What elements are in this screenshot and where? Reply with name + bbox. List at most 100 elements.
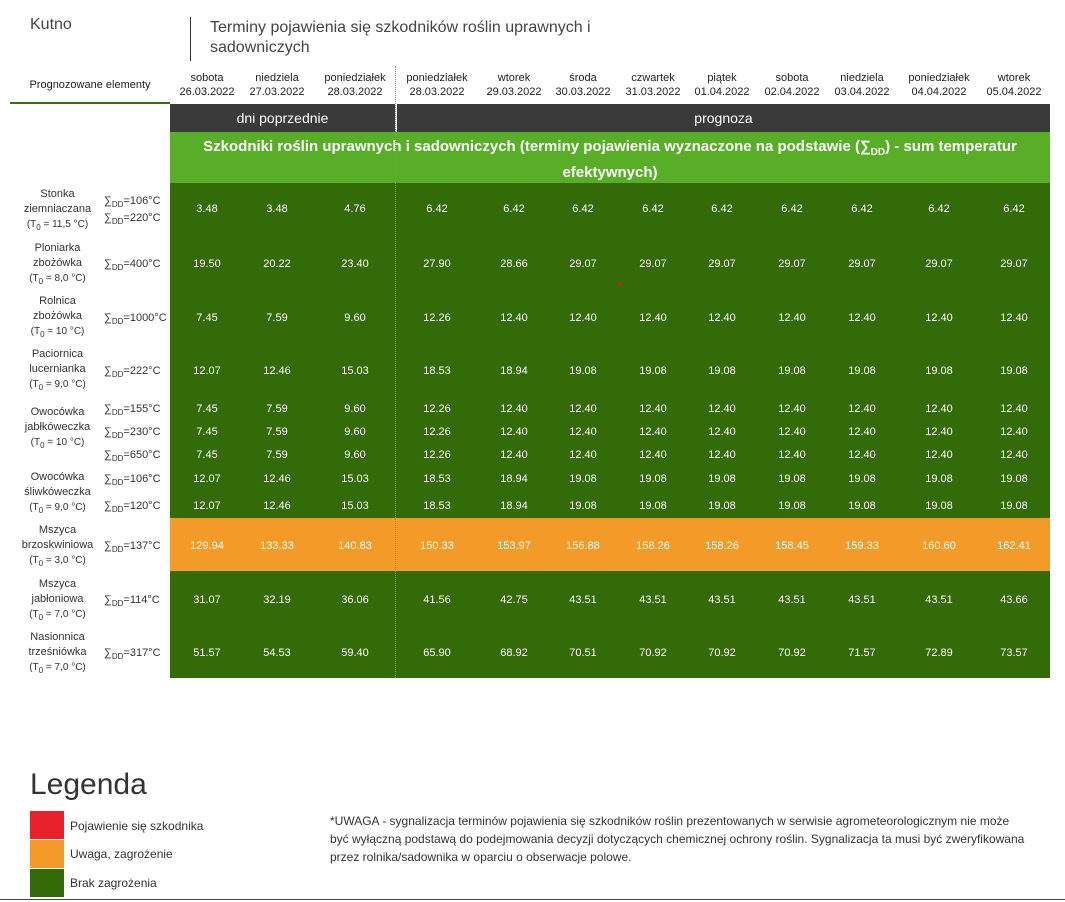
temp-prefix: (T [26, 219, 37, 230]
sum-sub: DD [111, 454, 124, 464]
page-title: Terminy pojawienia się szkodników roślin… [210, 19, 591, 56]
pest-name-line1: Owocówka [30, 406, 85, 418]
day-header: wtorek 05.04.2022 [974, 71, 1054, 99]
value-cell: 7.45 [196, 312, 218, 324]
value-cell: 31.07 [193, 594, 221, 606]
threshold-value: =155°C [123, 403, 161, 415]
value-cell: 23.40 [341, 258, 369, 270]
value-cell: 19.08 [639, 473, 667, 485]
value-cell: 12.40 [500, 403, 528, 415]
value-cell: 19.08 [778, 500, 806, 512]
day-name: poniedziałek [324, 72, 386, 84]
threshold-value: =650°C [123, 449, 161, 461]
value-cell: 12.40 [1000, 403, 1028, 415]
value-cell: 12.40 [500, 312, 528, 324]
threshold-value: =114°C [123, 594, 160, 606]
value-cell: 29.07 [778, 258, 806, 270]
value-cell: 51.57 [193, 647, 221, 659]
pest-base-temp: (T0 = 8,0 °C) [10, 271, 105, 289]
pest-base-temp: (T0 = 3,0 °C) [10, 553, 105, 571]
threshold-value: =1000°C [123, 312, 167, 324]
sum-symbol: ∑ [104, 403, 112, 415]
value-cell: 12.40 [925, 426, 953, 438]
day-header: wtorek 29.03.2022 [474, 71, 554, 99]
threshold-value: =222°C [123, 365, 161, 377]
sum-sub: DD [111, 370, 124, 380]
threshold-value: =220°C [123, 212, 161, 224]
value-cell: 32.19 [263, 594, 291, 606]
value-cell: 12.40 [848, 403, 876, 415]
temp-prefix: (T [30, 326, 41, 337]
value-cell: 160.60 [922, 540, 956, 552]
sum-symbol: ∑ [104, 647, 112, 659]
day-date: 28.03.2022 [409, 86, 465, 98]
pest-name-line1: Mszyca [38, 524, 77, 536]
value-cell: 12.40 [848, 426, 876, 438]
pest-label: Paciornica lucernianka (T0 = 9,0 °C) [10, 347, 105, 395]
value-cell: 7.59 [266, 449, 288, 461]
temp-sub: 0 [40, 441, 45, 450]
value-cell: 12.40 [500, 426, 528, 438]
day-header: poniedziałek 28.03.2022 [315, 71, 395, 99]
day-name: środa [569, 72, 597, 84]
temp-sub: 0 [36, 223, 41, 232]
pest-name-line1: Owocówka [30, 471, 85, 483]
value-cell: 9.60 [344, 403, 366, 415]
pest-name-line1: Rolnica [39, 295, 76, 307]
day-name: wtorek [997, 72, 1031, 84]
day-name: piątek [707, 72, 737, 84]
temp-value: = 8,0 °C) [43, 273, 86, 284]
value-cell: 59.40 [341, 647, 369, 659]
pest-label: Stonka ziemniaczana (T0 = 11,5 °C) [10, 187, 105, 235]
value-cell: 12.40 [1000, 449, 1028, 461]
threshold-value: =137°C [123, 540, 161, 552]
value-cell: 3.48 [196, 203, 218, 215]
value-cell: 12.46 [263, 365, 291, 377]
day-date: 04.04.2022 [911, 86, 967, 98]
value-cell: 70.92 [778, 647, 806, 659]
value-cell: 12.40 [639, 403, 667, 415]
value-cell: 12.40 [639, 312, 667, 324]
section-title-part-a: Szkodniki roślin uprawnych i sadowniczyc… [203, 138, 860, 155]
pest-name-line2: brzoskwiniowa [21, 539, 94, 551]
pest-base-temp: (T0 = 9,0 °C) [10, 500, 105, 518]
value-cell: 43.51 [708, 594, 736, 606]
legend-swatch-red [30, 811, 64, 839]
day-name: poniedziałek [406, 72, 468, 84]
sum-symbol: ∑ [104, 365, 112, 377]
value-cell: 12.26 [423, 426, 451, 438]
value-cell: 12.40 [708, 426, 736, 438]
value-cell: 12.40 [778, 312, 806, 324]
day-header: niedziela 27.03.2022 [237, 71, 317, 99]
title-divider [190, 17, 191, 61]
day-date: 30.03.2022 [555, 86, 611, 98]
pest-name-line1: Ploniarka [34, 242, 81, 254]
sum-sub: DD [111, 652, 124, 662]
pest-name-line2: zbożówka [33, 257, 82, 269]
value-cell: 20.22 [263, 258, 291, 270]
threshold-value: =106°C [123, 195, 161, 207]
value-cell: 18.94 [500, 365, 528, 377]
value-cell: 6.42 [851, 203, 873, 215]
value-cell: 41.56 [423, 594, 451, 606]
sum-symbol: ∑ [104, 312, 112, 324]
value-cell: 12.07 [193, 365, 221, 377]
sum-sub: DD [111, 263, 124, 273]
threshold-value: =317°C [123, 647, 161, 659]
day-date: 28.03.2022 [327, 86, 383, 98]
value-cell: 12.46 [263, 473, 291, 485]
value-cell: 12.26 [423, 403, 451, 415]
sum-threshold: ∑DD=222°C [104, 364, 170, 382]
pest-name-line2: ziemniaczana [23, 203, 92, 215]
sum-sub: DD [111, 217, 124, 227]
sum-threshold: ∑DD=120°C [104, 499, 170, 517]
value-cell: 19.08 [925, 500, 953, 512]
value-cell: 6.42 [928, 203, 950, 215]
value-cell: 12.40 [500, 449, 528, 461]
sum-sub: DD [111, 200, 124, 210]
table-row-highlight [170, 518, 1050, 571]
sum-symbol: ∑ [104, 540, 112, 552]
value-cell: 29.07 [1000, 258, 1028, 270]
day-header: sobota 02.04.2022 [752, 71, 832, 99]
sum-symbol: ∑ [104, 195, 112, 207]
